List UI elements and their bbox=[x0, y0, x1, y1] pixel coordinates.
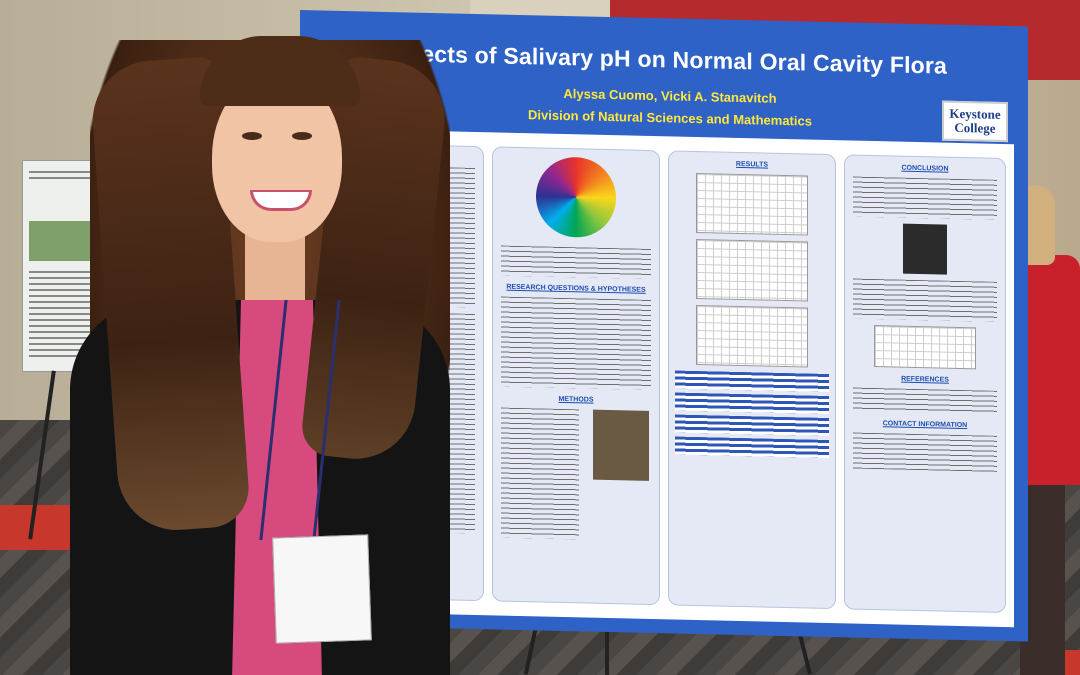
research-text bbox=[501, 296, 651, 390]
easel-leg bbox=[605, 615, 609, 675]
right-eye bbox=[292, 132, 312, 140]
poster-title: Effects of Salivary pH on Normal Oral Ca… bbox=[390, 40, 948, 79]
conclusion-text bbox=[853, 176, 997, 220]
results-heading: RESULTS bbox=[735, 160, 769, 169]
results-column: RESULTS bbox=[668, 150, 836, 610]
poster-division: Division of Natural Sciences and Mathema… bbox=[528, 107, 812, 129]
ph-chart-legend bbox=[501, 245, 651, 279]
left-eye bbox=[242, 132, 262, 140]
badge-name-text bbox=[280, 562, 362, 565]
research-heading: RESEARCH QUESTIONS & HYPOTHESES bbox=[506, 283, 646, 294]
methods-photo bbox=[593, 409, 649, 481]
conclusion-text-2 bbox=[853, 278, 997, 322]
conclusion-column: CONCLUSION REFERENCES CONTACT INFORMATIO… bbox=[844, 154, 1006, 614]
references-text bbox=[853, 387, 997, 415]
references-heading: REFERENCES bbox=[901, 375, 949, 384]
results-table-2 bbox=[675, 392, 829, 415]
name-badge bbox=[272, 534, 372, 644]
petri-dish-photo bbox=[903, 223, 947, 275]
contact-text bbox=[853, 432, 997, 472]
results-graph-1 bbox=[696, 172, 808, 236]
keystone-logo-right: Keystone College bbox=[942, 100, 1008, 143]
research-column: RESEARCH QUESTIONS & HYPOTHESES METHODS bbox=[492, 146, 660, 606]
methods-text bbox=[501, 407, 579, 540]
background-poster-map bbox=[29, 221, 99, 261]
results-table-3 bbox=[675, 414, 829, 437]
ph-color-wheel bbox=[536, 156, 616, 239]
smile bbox=[250, 190, 312, 211]
methods-heading: METHODS bbox=[558, 395, 594, 404]
conclusion-graph bbox=[874, 325, 976, 370]
results-table-1 bbox=[675, 370, 829, 393]
hair-top bbox=[200, 36, 360, 106]
results-table-4 bbox=[675, 436, 829, 459]
contact-heading: CONTACT INFORMATION bbox=[882, 420, 968, 430]
conclusion-heading: CONCLUSION bbox=[901, 164, 949, 173]
results-graph-2 bbox=[696, 238, 808, 302]
badge-school-text bbox=[280, 562, 362, 565]
red-rug bbox=[0, 505, 80, 550]
results-graph-3 bbox=[696, 304, 808, 368]
